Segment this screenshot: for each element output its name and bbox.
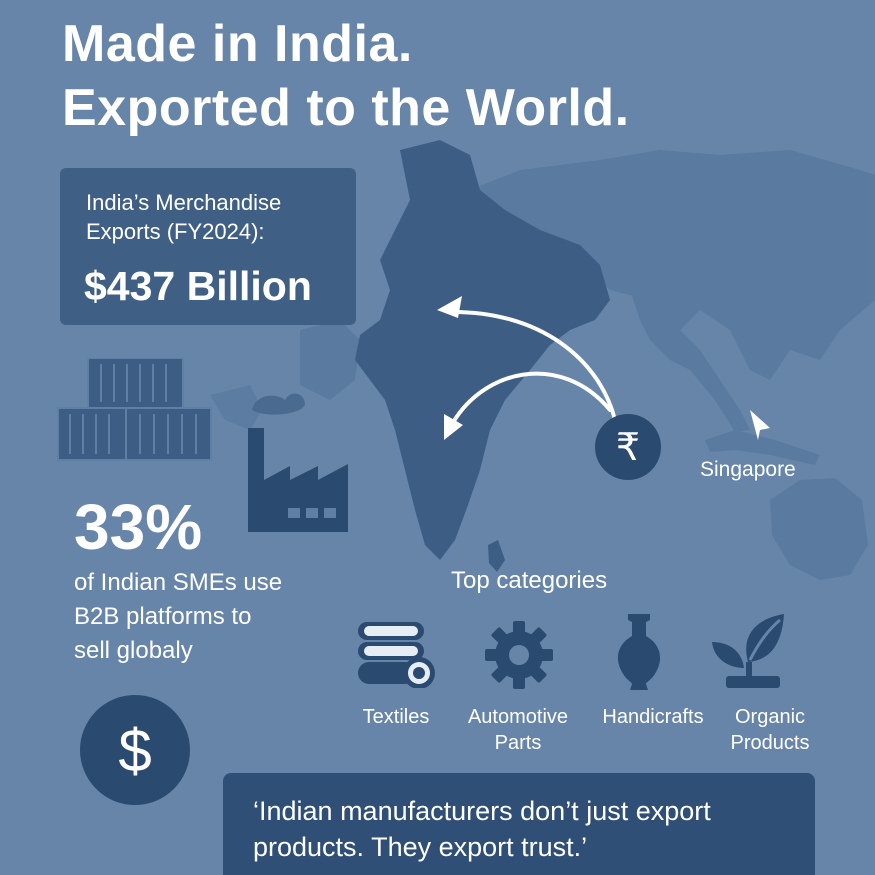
sri-lanka <box>488 540 505 572</box>
quote-text: ‘Indian manufacturers don’t just export … <box>253 793 813 865</box>
export-arrow-south-head <box>444 414 463 440</box>
singapore-marker-icon <box>750 410 770 440</box>
category-automotive-parts: Automotive Parts <box>452 704 584 756</box>
exports-value: $437 Billion <box>84 263 312 309</box>
sme-stat-line-1: of Indian SMEs use <box>74 569 283 596</box>
category-handicrafts-line-1: Handicrafts <box>602 706 704 728</box>
category-textiles: Textiles <box>345 704 447 730</box>
sme-stat-text: of Indian SMEs use B2B platforms to sell… <box>74 566 354 668</box>
textile-rolls-icon <box>358 622 435 688</box>
singapore-label: Singapore <box>700 458 796 481</box>
factory-icon <box>248 428 348 532</box>
category-organic-products: Organic Products <box>716 704 824 756</box>
vase-icon <box>617 614 661 690</box>
asia-landmass <box>470 150 875 380</box>
exports-label: India’s Merchandise Exports (FY2024): <box>86 188 281 246</box>
category-handicrafts: Handicrafts <box>586 704 720 730</box>
quote-card: ‘Indian manufacturers don’t just export … <box>223 773 815 875</box>
quote-line-2: products. They export trust.’ <box>253 832 588 862</box>
headline-line-1: Made in India. <box>62 15 413 73</box>
southeast-asia-landmass <box>630 290 750 432</box>
category-organic-line-1: Organic <box>734 706 806 728</box>
australia-landmass <box>770 478 868 580</box>
sme-percent: 33% <box>74 491 203 563</box>
quote-line-1: ‘Indian manufacturers don’t just export <box>253 796 711 826</box>
smoke-puff <box>252 393 305 415</box>
indonesia-islands <box>705 430 820 465</box>
category-automotive-line-2: Parts <box>494 732 542 754</box>
sme-stat-line-3: sell globaly <box>74 637 193 664</box>
export-arrow-north-head <box>437 296 462 318</box>
dollar-icon: $ <box>80 695 190 805</box>
leaf-icon <box>712 614 784 688</box>
sme-stat-line-2: B2B platforms to <box>74 603 252 630</box>
category-textiles-line-1: Textiles <box>362 706 430 728</box>
category-organic-line-2: Products <box>730 732 810 754</box>
exports-card: India’s Merchandise Exports (FY2024): $4… <box>60 168 356 325</box>
exports-label-line-2: Exports (FY2024): <box>86 219 265 244</box>
rupee-icon: ₹ <box>595 414 661 480</box>
export-arrow-north <box>446 309 617 422</box>
categories-heading: Top categories <box>451 567 608 594</box>
middle-east-landmass <box>300 320 360 400</box>
headline-line-2: Exported to the World. <box>62 79 630 137</box>
export-arrow-south <box>448 371 612 430</box>
gear-icon <box>485 621 553 689</box>
africa-landmass <box>210 385 262 430</box>
category-automotive-line-1: Automotive <box>467 706 569 728</box>
india-map <box>355 140 610 560</box>
shipping-containers-icon <box>57 358 212 461</box>
exports-label-line-1: India’s Merchandise <box>86 190 282 215</box>
